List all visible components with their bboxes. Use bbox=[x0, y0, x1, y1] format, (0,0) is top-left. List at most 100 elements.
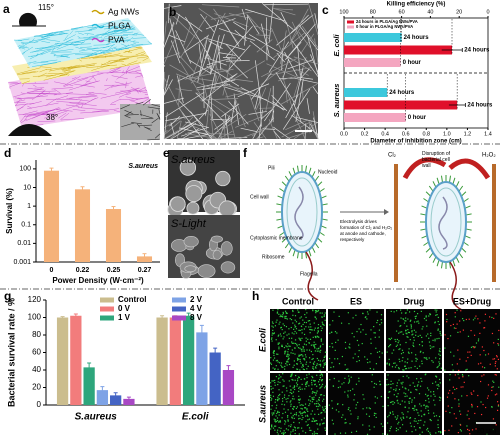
live-cell bbox=[302, 347, 305, 349]
fiber bbox=[197, 35, 209, 83]
live-cell bbox=[336, 332, 338, 334]
live-cell bbox=[293, 385, 296, 387]
fiber bbox=[108, 28, 136, 33]
fiber bbox=[184, 68, 234, 80]
fiber bbox=[123, 47, 143, 53]
dead-cell bbox=[467, 410, 469, 412]
live-cell bbox=[275, 375, 278, 378]
live-cell bbox=[399, 331, 401, 333]
live-cell bbox=[374, 396, 376, 398]
live-cell bbox=[386, 433, 389, 435]
live-cell bbox=[408, 348, 410, 350]
live-cell bbox=[428, 412, 430, 414]
dead-cell bbox=[447, 337, 449, 340]
live-cell bbox=[293, 398, 295, 400]
dead-cell bbox=[487, 395, 489, 397]
live-cell bbox=[271, 398, 273, 400]
fiber bbox=[120, 43, 127, 47]
live-cell bbox=[311, 382, 313, 384]
live-cell bbox=[316, 348, 318, 350]
dead-cell bbox=[457, 349, 459, 351]
bar bbox=[344, 45, 452, 55]
fiber bbox=[80, 104, 84, 109]
dead-cell bbox=[493, 342, 495, 344]
legend-swatch bbox=[347, 25, 354, 29]
live-cell bbox=[402, 351, 404, 354]
live-cell bbox=[358, 328, 360, 330]
fiber bbox=[63, 66, 77, 73]
live-cell bbox=[491, 406, 493, 408]
arrow-head bbox=[384, 209, 389, 215]
bacterium bbox=[215, 170, 231, 187]
live-cell bbox=[289, 385, 291, 387]
live-cell bbox=[389, 430, 391, 432]
fiber bbox=[56, 109, 73, 112]
fiber bbox=[80, 55, 112, 60]
live-cell bbox=[316, 385, 318, 387]
nanowire bbox=[140, 110, 142, 117]
live-cell bbox=[437, 424, 439, 426]
live-cell bbox=[281, 366, 283, 368]
fiber bbox=[26, 109, 53, 121]
live-cell bbox=[369, 367, 371, 370]
live-cell bbox=[291, 378, 293, 381]
row-label: E.coli bbox=[257, 328, 267, 353]
live-cell bbox=[337, 403, 339, 405]
live-cell bbox=[401, 312, 403, 314]
live-cell bbox=[366, 311, 369, 313]
schematic-label: Ribosome bbox=[262, 254, 285, 260]
live-cell bbox=[367, 313, 369, 315]
nucleoid bbox=[294, 186, 304, 240]
bar-label: 0 hour bbox=[403, 60, 422, 66]
fiber bbox=[131, 43, 152, 46]
live-cell bbox=[438, 396, 441, 398]
live-cell bbox=[321, 406, 324, 408]
fiber bbox=[90, 97, 99, 101]
live-cell bbox=[421, 345, 424, 347]
live-cell bbox=[276, 412, 278, 415]
live-cell bbox=[301, 337, 303, 339]
live-cell bbox=[292, 352, 294, 355]
live-cell bbox=[415, 331, 417, 333]
live-cell bbox=[275, 407, 277, 409]
fiber bbox=[298, 24, 319, 51]
live-cell bbox=[465, 369, 467, 371]
dead-cell bbox=[459, 358, 461, 360]
live-cell bbox=[292, 391, 295, 393]
live-cell bbox=[278, 377, 280, 379]
live-cell bbox=[347, 396, 349, 398]
live-cell bbox=[294, 324, 296, 326]
fiber bbox=[281, 120, 314, 138]
fiber bbox=[222, 57, 237, 59]
live-cell bbox=[290, 431, 292, 433]
fiber bbox=[18, 45, 29, 49]
live-cell bbox=[281, 417, 283, 419]
live-cell bbox=[419, 427, 421, 429]
fiber bbox=[175, 30, 192, 64]
live-cell bbox=[317, 428, 319, 430]
dead-cell bbox=[495, 374, 497, 376]
x-tick-label: E.coli bbox=[182, 412, 209, 423]
fiber bbox=[66, 39, 72, 43]
live-cell bbox=[286, 390, 288, 392]
live-cell bbox=[370, 329, 372, 331]
dead-cell bbox=[496, 401, 499, 403]
fiber bbox=[233, 21, 246, 30]
live-cell bbox=[270, 338, 273, 340]
fiber bbox=[54, 44, 64, 47]
live-cell bbox=[300, 349, 302, 351]
legend-swatch bbox=[91, 37, 105, 43]
live-cell bbox=[429, 313, 432, 316]
legend-swatch bbox=[172, 306, 186, 312]
fiber bbox=[268, 41, 290, 73]
live-cell bbox=[332, 366, 335, 368]
live-cell bbox=[409, 417, 412, 419]
fiber bbox=[121, 70, 124, 74]
live-cell bbox=[398, 348, 400, 351]
fiber bbox=[41, 41, 51, 43]
fiber bbox=[53, 52, 83, 57]
chart-title: S.aureus bbox=[128, 163, 158, 170]
fiber bbox=[247, 91, 260, 122]
bar bbox=[344, 33, 402, 42]
live-cell bbox=[271, 405, 273, 407]
